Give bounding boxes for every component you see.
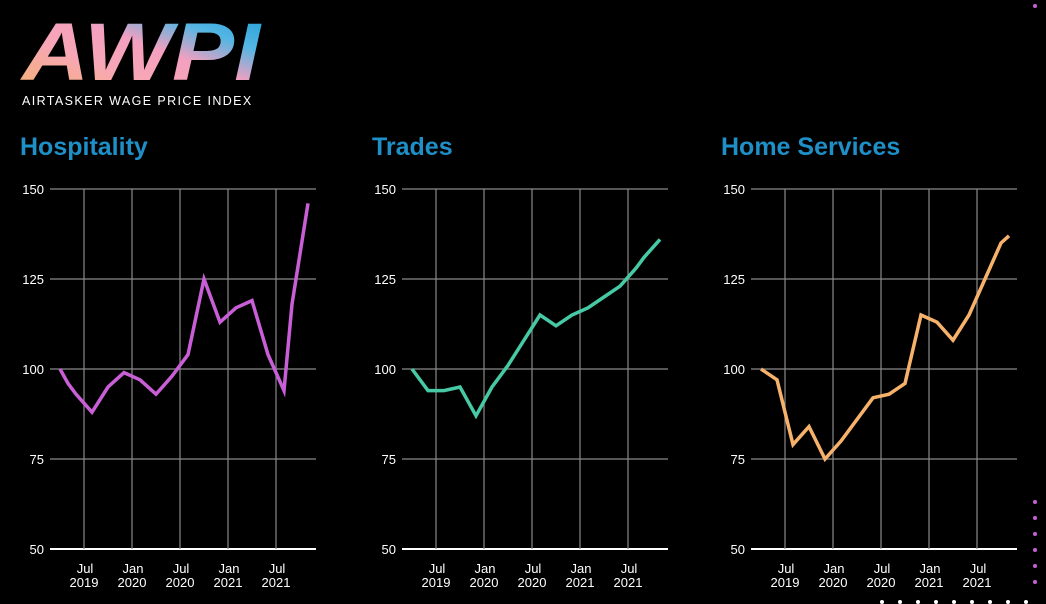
decorative-dot (1024, 600, 1028, 604)
hospitality-ytick-label: 150 (22, 182, 44, 197)
home-services-xtick-year: 2020 (819, 575, 848, 590)
home-services-ytick-label: 100 (723, 362, 745, 377)
decorative-dot (934, 600, 938, 604)
awpi-logo: AWPI AIRTASKER WAGE PRICE INDEX (18, 7, 278, 108)
decorative-dot (970, 600, 974, 604)
hospitality-xtick-year: 2020 (118, 575, 147, 590)
trades-ytick-label: 150 (374, 182, 396, 197)
decorative-dot (898, 600, 902, 604)
decorative-dot (1033, 4, 1037, 8)
decorative-dot (988, 600, 992, 604)
trades-xtick-year: 2019 (422, 575, 451, 590)
hospitality-xtick-month: Jan (219, 561, 240, 576)
home-services-ytick-label: 150 (723, 182, 745, 197)
trades-ytick-label: 125 (374, 272, 396, 287)
hospitality-xtick-year: 2019 (70, 575, 99, 590)
decorative-dot (1006, 600, 1010, 604)
decorative-dot (1033, 564, 1037, 568)
decorative-dot (952, 600, 956, 604)
home-services-ytick-label: 125 (723, 272, 745, 287)
hospitality-ytick-label: 50 (30, 542, 44, 557)
hospitality-xtick-month: Jul (77, 561, 94, 576)
hospitality-xtick-month: Jan (123, 561, 144, 576)
trades-xtick-year: 2021 (614, 575, 643, 590)
hospitality-ytick-label: 100 (22, 362, 44, 377)
hospitality-xtick-year: 2020 (166, 575, 195, 590)
decorative-dot (880, 600, 884, 604)
home-services-xtick-month: Jul (778, 561, 795, 576)
home-services-series-line (760, 234, 1011, 463)
trades-xtick-month: Jan (475, 561, 496, 576)
decorative-dot (1033, 548, 1037, 552)
decorative-dot (1033, 580, 1037, 584)
home-services-xtick-month: Jan (824, 561, 845, 576)
hospitality-ytick-label: 75 (30, 452, 44, 467)
awpi-logo-mark: AWPI AIRTASKER WAGE PRICE INDEX (20, 7, 263, 108)
trades-xtick-year: 2021 (566, 575, 595, 590)
hospitality-xtick-year: 2021 (262, 575, 291, 590)
hospitality-xtick-year: 2021 (214, 575, 243, 590)
chart-title-home-services: Home Services (721, 133, 901, 161)
logo-wordmark: AWPI (20, 8, 263, 98)
chart-title-trades: Trades (372, 133, 453, 161)
home-services-xtick-month: Jul (874, 561, 891, 576)
trades-ytick-label: 75 (382, 452, 396, 467)
trades-series-line (410, 238, 662, 420)
trades-xtick-month: Jan (571, 561, 592, 576)
trades-xtick-month: Jul (429, 561, 446, 576)
home-services-xtick-year: 2019 (771, 575, 800, 590)
trades-xtick-month: Jul (525, 561, 542, 576)
decorative-dot (916, 600, 920, 604)
decorative-dot (1033, 516, 1037, 520)
logo-subtitle: AIRTASKER WAGE PRICE INDEX (22, 94, 253, 108)
hospitality-xtick-month: Jul (173, 561, 190, 576)
home-services-ytick-label: 50 (731, 542, 745, 557)
trades-ytick-label: 100 (374, 362, 396, 377)
trades-xtick-month: Jul (621, 561, 638, 576)
home-services-xtick-year: 2021 (915, 575, 944, 590)
trades-xtick-year: 2020 (518, 575, 547, 590)
chart-title-hospitality: Hospitality (20, 133, 148, 161)
home-services-xtick-year: 2020 (867, 575, 896, 590)
home-services-xtick-month: Jul (970, 561, 987, 576)
decorative-dot (1033, 532, 1037, 536)
home-services-xtick-month: Jan (920, 561, 941, 576)
home-services-ytick-label: 75 (731, 452, 745, 467)
hospitality-ytick-label: 125 (22, 272, 44, 287)
home-services-xtick-year: 2021 (963, 575, 992, 590)
trades-xtick-year: 2020 (470, 575, 499, 590)
hospitality-series-line (58, 203, 310, 416)
decorative-dot (1033, 500, 1037, 504)
trades-ytick-label: 50 (382, 542, 396, 557)
hospitality-xtick-month: Jul (269, 561, 286, 576)
